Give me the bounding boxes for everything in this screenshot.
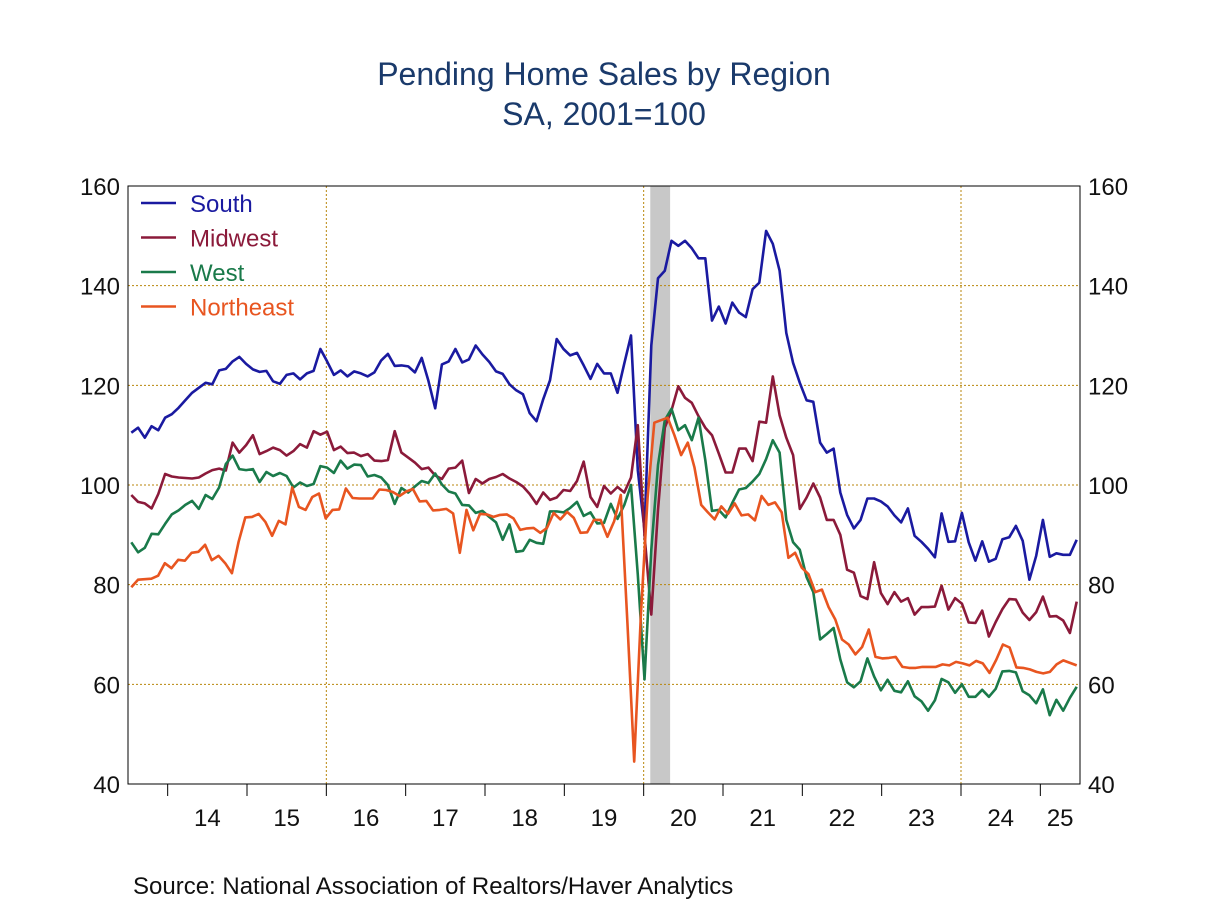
chart-title: Pending Home Sales by Region (377, 56, 831, 92)
series-lines (130, 229, 1078, 763)
x-tick-label-17: 17 (432, 805, 459, 832)
x-tick-label-14: 14 (194, 805, 221, 832)
x-tick-label-15: 15 (273, 805, 300, 832)
legend-label-south: South (190, 191, 253, 218)
legend-label-west: West (190, 260, 245, 287)
x-tick-label-24: 24 (987, 805, 1014, 832)
x-tick-label-21: 21 (749, 805, 776, 832)
plot-frame (127, 185, 1081, 785)
x-tick-label-19: 19 (591, 805, 618, 832)
y-tick-right-160: 160 (1088, 174, 1128, 201)
x-tick-label-25: 25 (1047, 805, 1074, 832)
x-tick-label-23: 23 (908, 805, 935, 832)
x-tick-label-20: 20 (670, 805, 697, 832)
y-tick-left-80: 80 (93, 573, 120, 600)
y-tick-right-60: 60 (1088, 672, 1115, 699)
legend: South Midwest West Northeast (141, 191, 294, 322)
x-axis-ticks: 14 15 16 17 18 19 20 21 22 23 24 25 (167, 784, 1074, 832)
series-line-northeast (130, 416, 1078, 763)
series-line-west (130, 407, 1078, 717)
chart-subtitle: SA, 2001=100 (502, 96, 706, 132)
x-tick-label-22: 22 (829, 805, 856, 832)
y-tick-left-60: 60 (93, 672, 120, 699)
y-tick-right-100: 100 (1088, 473, 1128, 500)
series-line-south (130, 229, 1078, 582)
source-note: Source: National Association of Realtors… (133, 873, 733, 900)
y-tick-left-160: 160 (80, 174, 120, 201)
y-tick-right-140: 140 (1088, 274, 1128, 301)
legend-label-midwest: Midwest (190, 226, 278, 253)
y-tick-right-120: 120 (1088, 373, 1128, 400)
x-tick-label-18: 18 (511, 805, 538, 832)
y-tick-right-40: 40 (1088, 772, 1115, 799)
y-tick-right-80: 80 (1088, 573, 1115, 600)
y-tick-left-140: 140 (80, 274, 120, 301)
y-axis-labels: 40 40 60 60 80 80 100 100 120 120 140 140 160 160 (80, 174, 1128, 799)
x-tick-label-16: 16 (353, 805, 380, 832)
legend-label-northeast: Northeast (190, 295, 294, 322)
y-tick-left-120: 120 (80, 373, 120, 400)
y-tick-left-100: 100 (80, 473, 120, 500)
series-line-midwest (130, 375, 1078, 638)
y-tick-left-40: 40 (93, 772, 120, 799)
